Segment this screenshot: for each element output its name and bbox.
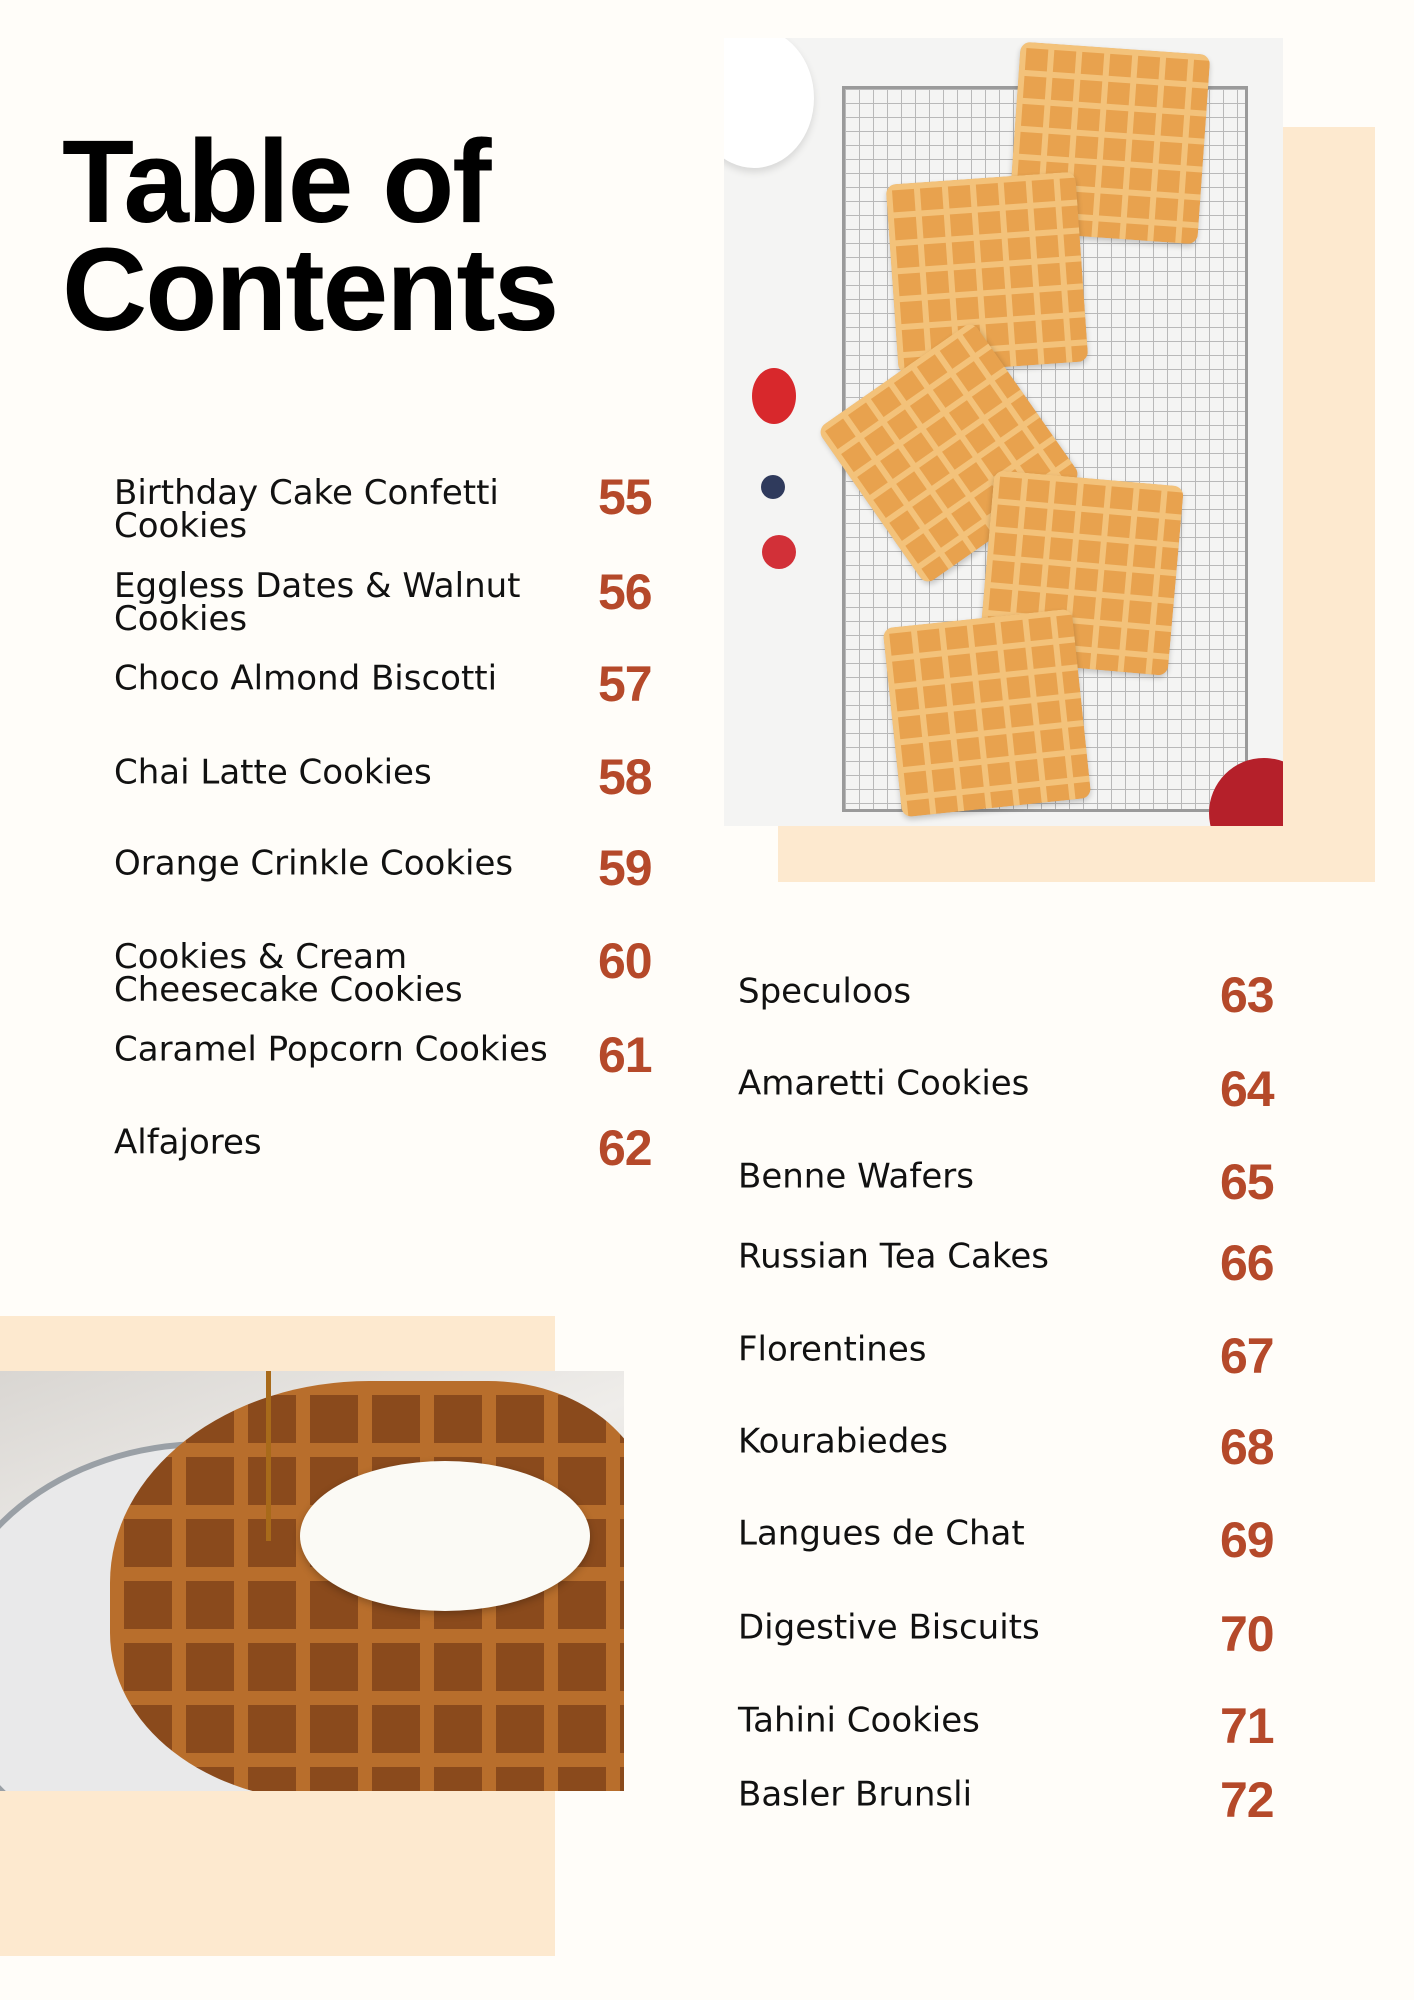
toc-entry-page[interactable]: 64 xyxy=(1220,1061,1275,1117)
toc-entry-page[interactable]: 55 xyxy=(598,469,653,525)
toc-entry-page[interactable]: 71 xyxy=(1220,1698,1275,1754)
waffle xyxy=(882,608,1092,818)
toc-entry-page[interactable]: 60 xyxy=(598,933,653,989)
toc-entry-page[interactable]: 58 xyxy=(598,749,653,805)
toc-entry-page[interactable]: 66 xyxy=(1220,1235,1275,1291)
title-line-1: Table of xyxy=(62,116,492,248)
toc-entry-page[interactable]: 72 xyxy=(1220,1772,1275,1828)
toc-entry-page[interactable]: 61 xyxy=(598,1027,653,1083)
whipped-cream xyxy=(300,1461,590,1611)
toc-entry-title[interactable]: Kourabiedes xyxy=(738,1421,948,1462)
toc-entry-title[interactable]: Florentines xyxy=(738,1329,927,1370)
toc-entry-title[interactable]: Orange Crinkle Cookies xyxy=(114,843,514,884)
waffle-with-cream-photo xyxy=(0,1371,624,1791)
toc-entry-title[interactable]: Birthday Cake Confetti Cookies xyxy=(114,473,499,546)
toc-entry-title[interactable]: Eggless Dates & Walnut Cookies xyxy=(114,566,521,639)
toc-entry-page[interactable]: 70 xyxy=(1220,1606,1275,1662)
toc-entry-page[interactable]: 69 xyxy=(1220,1512,1275,1568)
raspberry xyxy=(762,535,796,569)
toc-entry-page[interactable]: 57 xyxy=(598,656,653,712)
toc-entry-title[interactable]: Langues de Chat xyxy=(738,1513,1025,1554)
blueberry xyxy=(761,475,785,499)
cream-bowl xyxy=(724,38,814,168)
page-title: Table of Contents xyxy=(62,123,559,349)
toc-entry-title[interactable]: Alfajores xyxy=(114,1122,262,1163)
waffles-on-rack-photo xyxy=(724,38,1283,826)
toc-entry-page[interactable]: 56 xyxy=(598,564,653,620)
toc-entry-page[interactable]: 67 xyxy=(1220,1328,1275,1384)
toc-entry-title[interactable]: Choco Almond Biscotti xyxy=(114,658,498,699)
strawberry xyxy=(752,368,796,424)
toc-entry-page[interactable]: 68 xyxy=(1220,1419,1275,1475)
toc-entry-page[interactable]: 63 xyxy=(1220,967,1275,1023)
toc-entry-title[interactable]: Speculoos xyxy=(738,971,912,1012)
toc-entry-title[interactable]: Benne Wafers xyxy=(738,1156,974,1197)
toc-entry-title[interactable]: Cookies & Cream Cheesecake Cookies xyxy=(114,937,463,1010)
toc-entry-title[interactable]: Russian Tea Cakes xyxy=(738,1236,1049,1277)
toc-entry-title[interactable]: Chai Latte Cookies xyxy=(114,752,432,793)
syrup-drizzle xyxy=(266,1371,271,1541)
toc-entry-title[interactable]: Amaretti Cookies xyxy=(738,1063,1030,1104)
toc-entry-title[interactable]: Basler Brunsli xyxy=(738,1774,973,1815)
toc-entry-page[interactable]: 65 xyxy=(1220,1154,1275,1210)
toc-entry-page[interactable]: 62 xyxy=(598,1120,653,1176)
toc-entry-title[interactable]: Caramel Popcorn Cookies xyxy=(114,1029,548,1070)
toc-entry-title[interactable]: Tahini Cookies xyxy=(738,1700,980,1741)
toc-entry-page[interactable]: 59 xyxy=(598,840,653,896)
title-line-2: Contents xyxy=(62,224,559,356)
toc-entry-title[interactable]: Digestive Biscuits xyxy=(738,1607,1040,1648)
